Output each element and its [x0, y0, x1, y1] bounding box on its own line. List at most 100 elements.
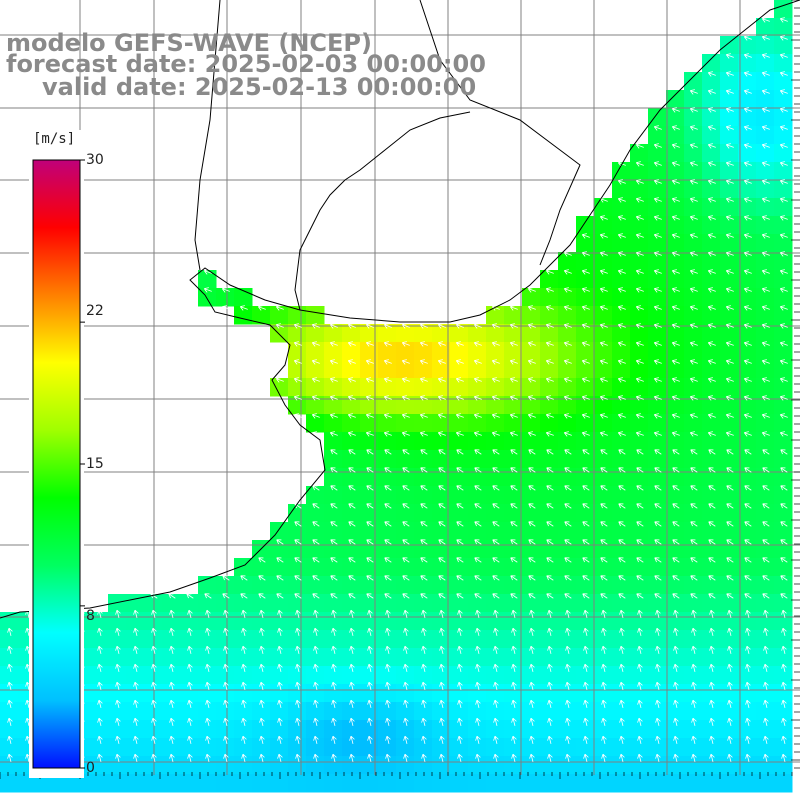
wind-cell [504, 522, 523, 541]
wind-arrow [456, 575, 464, 581]
wind-arrow [601, 681, 607, 690]
wind-cell [234, 612, 253, 631]
wind-arrow [725, 305, 734, 311]
wind-cell [684, 72, 703, 91]
wind-cell [738, 666, 757, 685]
wind-arrow [653, 413, 662, 419]
wind-arrow [367, 717, 373, 726]
wind-arrow [673, 645, 679, 654]
wind-cell [594, 576, 613, 595]
wind-arrow [709, 681, 715, 690]
wind-arrow [637, 699, 643, 708]
wind-cell [612, 216, 631, 235]
wind-arrow [635, 323, 644, 329]
wind-arrow [565, 609, 571, 618]
wind-arrow [7, 717, 13, 726]
wind-arrow [329, 395, 338, 401]
wind-arrow [779, 233, 788, 239]
wind-cell [774, 18, 793, 37]
wind-cell [774, 162, 793, 181]
wind-arrow [493, 699, 499, 708]
wind-cell [162, 666, 181, 685]
wind-arrow [672, 539, 680, 545]
wind-arrow [707, 269, 716, 275]
wind-arrow [761, 71, 770, 77]
wind-arrow [563, 269, 572, 275]
wind-cell [126, 594, 145, 613]
wind-cell [414, 702, 433, 721]
wind-cell [612, 774, 631, 793]
wind-cell [738, 756, 757, 775]
wind-cell [288, 720, 307, 739]
wind-cell [756, 612, 775, 631]
wind-arrow [655, 717, 661, 726]
wind-arrow [599, 215, 608, 221]
wind-cell [612, 630, 631, 649]
wind-arrow [293, 395, 302, 401]
wind-cell [576, 648, 595, 667]
wind-cell [684, 414, 703, 433]
wind-cell [180, 594, 199, 613]
wind-arrow [690, 557, 698, 563]
wind-cell [252, 594, 271, 613]
wind-arrow [169, 663, 175, 672]
wind-cell [252, 684, 271, 703]
wind-cell [360, 342, 379, 361]
wind-cell [630, 504, 649, 523]
wind-cell [504, 306, 523, 325]
wind-cell [630, 738, 649, 757]
wind-cell [468, 720, 487, 739]
wind-cell [540, 378, 559, 397]
wind-cell [414, 432, 433, 451]
wind-arrow [726, 449, 734, 455]
wind-cell [378, 540, 397, 559]
wind-arrow [761, 107, 770, 113]
wind-arrow [276, 575, 284, 581]
wind-cell [378, 576, 397, 595]
wind-arrow [564, 521, 572, 527]
wind-arrow [743, 305, 752, 311]
wind-cell [378, 360, 397, 379]
wind-cell [288, 756, 307, 775]
wind-arrow [187, 735, 193, 744]
wind-cell [0, 738, 19, 757]
wind-arrow [564, 467, 572, 473]
wind-arrow [635, 269, 644, 275]
wind-cell [450, 738, 469, 757]
wind-arrow [347, 323, 356, 329]
wind-cell [306, 684, 325, 703]
wind-cell [396, 468, 415, 487]
wind-arrow [707, 305, 716, 311]
wind-cell [414, 540, 433, 559]
wind-arrow [420, 485, 428, 491]
wind-cell [684, 288, 703, 307]
wind-cell [648, 342, 667, 361]
wind-arrow [763, 735, 769, 744]
wind-arrow [259, 609, 265, 618]
wind-cell [450, 756, 469, 775]
wind-cell [432, 756, 451, 775]
wind-cell [432, 324, 451, 343]
wind-cell [450, 324, 469, 343]
wind-arrow [546, 467, 554, 473]
wind-arrow [151, 681, 157, 690]
wind-arrow [583, 645, 589, 654]
wind-cell [702, 324, 721, 343]
wind-arrow [583, 663, 589, 672]
wind-cell [756, 558, 775, 577]
wind-cell [738, 594, 757, 613]
wind-arrow [384, 539, 392, 545]
wind-cell [756, 234, 775, 253]
wind-cell [720, 378, 739, 397]
wind-arrow [672, 521, 680, 527]
wind-cell [666, 396, 685, 415]
wind-cell [108, 594, 127, 613]
wind-cell [36, 774, 55, 793]
wind-cell [774, 450, 793, 469]
wind-arrow [619, 645, 625, 654]
wind-cell [378, 612, 397, 631]
wind-arrow [672, 503, 680, 509]
wind-cell [216, 612, 235, 631]
wind-arrow [655, 609, 661, 618]
